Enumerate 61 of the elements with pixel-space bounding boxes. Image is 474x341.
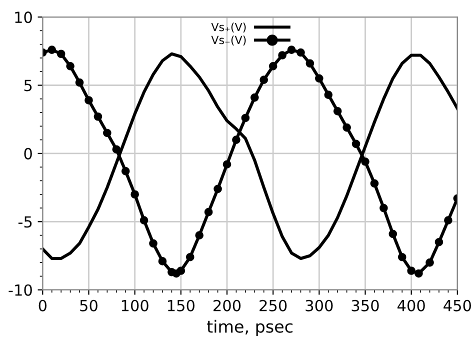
x-tick-label: 100	[122, 300, 148, 312]
y-tick-label: 10	[15, 12, 32, 24]
point	[260, 76, 268, 84]
y-tick-label: 0	[24, 148, 32, 160]
point	[380, 204, 388, 212]
x-tick-label: 300	[306, 300, 333, 312]
point	[278, 51, 286, 60]
point	[388, 230, 398, 238]
point	[352, 140, 360, 148]
point	[398, 252, 406, 262]
point	[287, 46, 296, 54]
point	[407, 266, 416, 275]
point	[370, 179, 379, 188]
x-tick-label: 350	[352, 300, 379, 312]
point	[361, 157, 370, 166]
point	[103, 128, 112, 138]
point	[314, 74, 324, 83]
point	[84, 96, 93, 104]
point	[140, 216, 148, 224]
point	[158, 257, 167, 266]
point	[186, 252, 194, 262]
point	[121, 167, 130, 176]
x-tick-label: 450	[444, 300, 471, 312]
point	[342, 123, 351, 132]
point	[333, 107, 342, 116]
x-tick-label: 50	[80, 300, 98, 312]
point	[149, 239, 158, 248]
point	[434, 238, 444, 246]
point	[444, 216, 452, 224]
point	[195, 231, 204, 240]
point	[222, 160, 232, 169]
point	[94, 112, 102, 121]
x-tick-label: 250	[260, 300, 287, 312]
legend-label: Vs₋(V)	[211, 36, 246, 46]
point	[250, 93, 259, 102]
x-tick-label: 400	[397, 300, 425, 312]
point	[324, 90, 333, 99]
point	[414, 269, 423, 278]
x-tick-label: 200	[214, 300, 241, 312]
x-axis-title: time, psec	[207, 320, 292, 336]
point	[112, 145, 121, 154]
point	[426, 258, 434, 267]
point	[75, 78, 84, 87]
point	[268, 62, 278, 70]
point	[56, 50, 66, 58]
x-tick-label: 0	[38, 300, 47, 312]
y-tick-label: -10	[8, 284, 32, 296]
point	[66, 62, 74, 70]
point	[232, 136, 240, 144]
point	[306, 59, 314, 68]
point	[241, 114, 250, 122]
point	[214, 184, 222, 194]
legend-label: Vs₊(V)	[211, 22, 246, 33]
point	[48, 46, 56, 54]
x-tick-label: 150	[168, 300, 194, 312]
point	[204, 208, 213, 216]
point	[130, 190, 139, 199]
y-tick-label: 5	[24, 80, 32, 92]
y-tick-label: -5	[18, 216, 32, 228]
point	[176, 266, 186, 275]
point	[296, 48, 305, 57]
